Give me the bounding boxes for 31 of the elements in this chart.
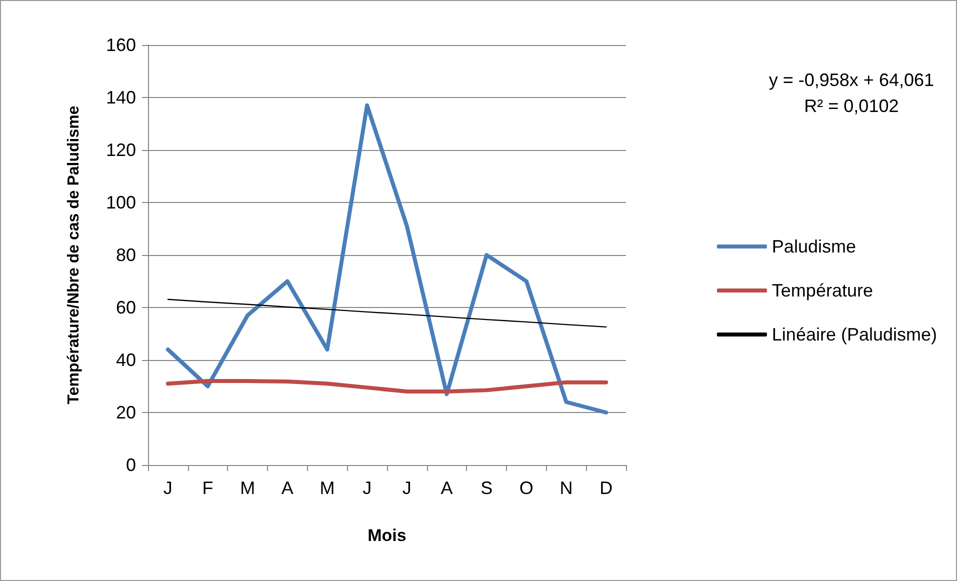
x-tick-label: A — [440, 478, 453, 498]
x-tick-label: D — [600, 478, 613, 498]
x-axis-title: Mois — [368, 526, 406, 545]
x-tick-label: N — [560, 478, 573, 498]
y-tick-label: 80 — [116, 245, 136, 265]
y-tick-label: 40 — [116, 350, 136, 370]
x-tick-label: F — [202, 478, 214, 498]
y-tick-label: 60 — [116, 298, 136, 318]
y-tick-label: 160 — [106, 35, 136, 55]
legend-label: Température — [772, 280, 873, 300]
x-tick-label: S — [480, 478, 493, 498]
x-tick-label: O — [519, 478, 534, 498]
x-tick-label: M — [240, 478, 256, 498]
y-tick-label: 140 — [106, 88, 136, 108]
line-series — [167, 298, 607, 328]
line-series — [166, 103, 608, 414]
text: R² = 0,0102 — [804, 96, 899, 116]
y-axis-title: Température/Nbre de cas de Paludisme — [66, 106, 82, 404]
line-series — [166, 379, 608, 394]
x-tick-label: J — [402, 478, 412, 498]
y-tick-label: 100 — [106, 192, 136, 212]
y-tick-label: 20 — [116, 402, 136, 422]
legend-label: Linéaire (Paludisme) — [772, 324, 937, 344]
x-tick-label: A — [281, 478, 294, 498]
x-tick-label: J — [163, 478, 172, 498]
text: y = -0,958x + 64,061 — [768, 70, 934, 90]
y-tick-label: 0 — [126, 455, 136, 475]
y-tick-label: 120 — [106, 140, 136, 160]
x-tick-label: J — [362, 478, 372, 498]
legend-label: Paludisme — [772, 236, 856, 256]
x-tick-label: M — [320, 478, 335, 498]
